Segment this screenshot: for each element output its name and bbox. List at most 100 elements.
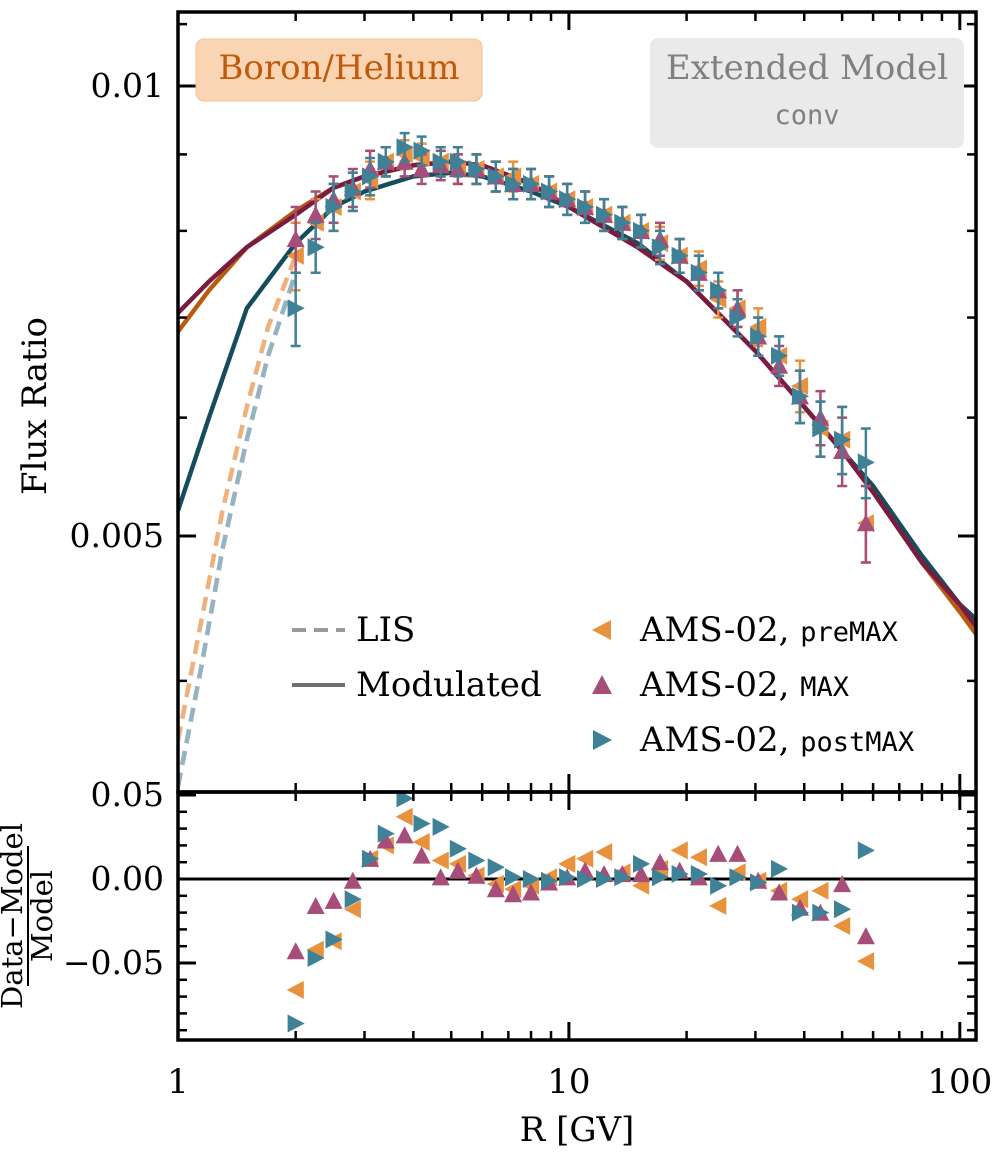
legend-postmax-marker	[593, 730, 612, 750]
residual-point-pre	[395, 807, 413, 826]
residual-plot-area	[178, 792, 976, 1033]
data-point-post	[432, 152, 450, 171]
model-title: Extended Model	[666, 48, 948, 88]
model-subtitle: conv	[774, 100, 839, 131]
residual-point-post	[449, 839, 467, 858]
residual-point-max	[412, 846, 431, 864]
residual-point-post	[614, 868, 632, 887]
lis-curve-pre	[178, 254, 298, 741]
data-point-post	[750, 327, 768, 346]
data-point-post	[729, 308, 747, 327]
legend-lis-label: LIS	[356, 610, 415, 650]
data-point-post	[559, 190, 577, 209]
residual-point-post	[396, 792, 414, 808]
residual-point-pre	[595, 843, 613, 862]
residual-y-axis-label: Data−Model Model	[0, 823, 59, 1009]
residual-point-post	[505, 868, 523, 887]
residual-point-post	[344, 890, 362, 909]
residual-point-pre	[670, 841, 688, 860]
legend-premax-marker	[592, 620, 611, 640]
residual-point-max	[431, 868, 450, 886]
residual-point-post	[596, 870, 614, 888]
res-y-tick-label: 0.05	[91, 775, 164, 814]
legend-max-marker	[592, 675, 612, 694]
residual-point-max	[395, 826, 414, 844]
residual-point-pre	[811, 881, 829, 900]
residual-point-max	[632, 865, 651, 883]
residual-point-post	[577, 870, 595, 888]
data-point-post	[671, 246, 689, 265]
residual-point-max	[504, 885, 523, 903]
legend-modulated-label: Modulated	[356, 665, 542, 705]
legend: LIS Modulated AMS-02, preMAX AMS-02, MAX…	[292, 610, 914, 760]
residual-point-max	[522, 883, 540, 901]
legend-postmax-label: AMS-02, postMAX	[639, 720, 914, 760]
data-point-post	[690, 263, 708, 282]
residual-point-post	[559, 868, 577, 887]
data-point-post	[449, 152, 467, 171]
residual-point-post	[633, 854, 651, 873]
residual-point-post	[710, 876, 728, 895]
data-point-post	[834, 430, 852, 449]
data-point-post	[377, 152, 395, 171]
residual-point-post	[771, 859, 789, 878]
main-plot-area	[178, 131, 976, 787]
main-y-tick-label: 0.005	[70, 516, 164, 555]
model-badge: Extended Model conv	[650, 38, 964, 148]
x-tick-label: 10	[547, 1062, 590, 1102]
residual-point-post	[690, 865, 708, 883]
data-point-post	[633, 221, 651, 240]
data-point-post	[857, 453, 875, 472]
data-point-post	[541, 182, 559, 201]
element-badge: Boron/Helium	[195, 38, 483, 102]
residual-point-max	[709, 844, 728, 862]
residual-y-denominator: Model	[25, 870, 59, 962]
residual-point-pre	[286, 980, 304, 999]
residual-point-pre	[412, 833, 430, 851]
data-point-post	[307, 238, 325, 257]
residual-point-pre	[558, 854, 576, 873]
residual-y-numerator: Data−Model	[0, 823, 29, 1009]
residual-point-pre	[791, 890, 809, 909]
data-point-post	[396, 138, 414, 157]
residual-point-pre	[576, 849, 594, 868]
x-tick-label: 100	[927, 1062, 992, 1102]
data-point-post	[651, 238, 669, 257]
data-point-post	[812, 419, 830, 438]
residual-point-max	[833, 875, 852, 893]
residual-point-pre	[431, 851, 449, 870]
residual-point-pre	[709, 896, 727, 915]
data-point-post	[522, 174, 540, 193]
residual-point-max	[467, 866, 486, 884]
residual-point-post	[432, 817, 450, 836]
residual-point-pre	[306, 940, 324, 959]
data-point-post	[344, 182, 362, 201]
res-y-tick-label: 0.00	[91, 859, 164, 898]
residual-point-post	[522, 870, 540, 888]
residual-point-max	[486, 880, 505, 898]
data-point-post	[614, 213, 632, 232]
data-point-post	[577, 198, 595, 216]
data-point-max	[286, 230, 305, 248]
data-point-max	[856, 514, 875, 532]
residual-point-post	[325, 930, 343, 949]
data-point-post	[325, 198, 343, 216]
residual-point-pre	[343, 900, 361, 919]
residual-point-max	[728, 844, 747, 862]
residual-point-post	[750, 873, 768, 892]
data-point-post	[771, 346, 789, 365]
legend-max-code: MAX	[800, 672, 849, 703]
residual-point-post	[413, 814, 431, 833]
lis-curve-post	[178, 272, 298, 787]
residual-point-max	[286, 942, 305, 960]
residual-point-post	[362, 849, 380, 868]
residual-axes-frame	[176, 790, 978, 1042]
residual-point-max	[376, 831, 395, 849]
residual-point-post	[307, 949, 325, 967]
residual-point-max	[651, 853, 669, 871]
element-badge-text: Boron/Helium	[218, 48, 459, 88]
legend-premax-code: preMAX	[800, 617, 898, 648]
data-point-post	[791, 387, 809, 406]
data-point-post	[487, 167, 505, 186]
